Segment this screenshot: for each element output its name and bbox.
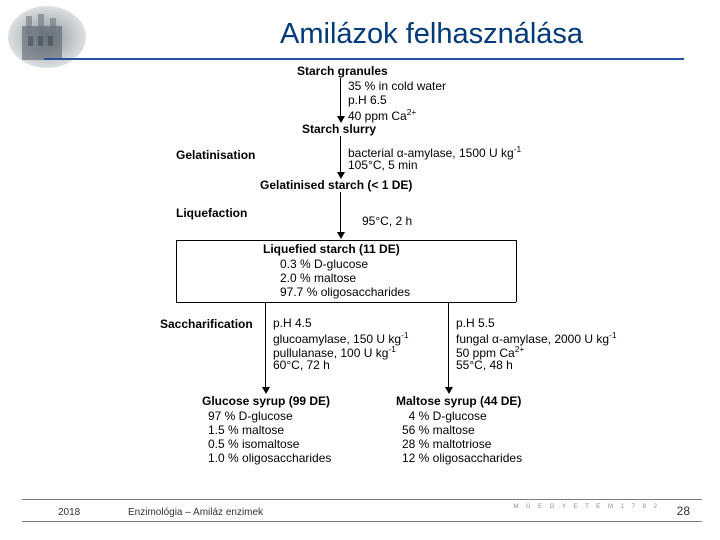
stage-liquefaction: Liquefaction — [176, 206, 247, 221]
cond: p.H 5.5 — [456, 316, 495, 331]
cond: 35 % in cold water — [348, 79, 446, 94]
sup: -1 — [514, 144, 521, 154]
line — [516, 240, 517, 302]
arrow — [340, 136, 341, 172]
page-number: 28 — [677, 504, 690, 518]
stage-gelatinisation: Gelatinisation — [176, 148, 255, 163]
label-glucose-syrup: Glucose syrup (99 DE) — [202, 394, 330, 409]
arrow — [340, 192, 341, 232]
comp: 1.0 % oligosaccharides — [208, 451, 331, 466]
slide-title: Amilázok felhasználása — [280, 18, 583, 51]
sup: 2+ — [407, 107, 417, 117]
footer-line — [22, 499, 702, 500]
arrowhead — [262, 387, 270, 394]
footer-year: 2018 — [58, 507, 80, 518]
arrow — [448, 303, 449, 387]
footer-line — [22, 521, 702, 522]
cond: 105°C, 5 min — [348, 158, 418, 173]
t: 40 ppm Ca — [348, 109, 407, 123]
label-starch-slurry: Starch slurry — [302, 122, 376, 137]
comp: 12 % oligosaccharides — [402, 451, 522, 466]
cond: 60°C, 72 h — [273, 358, 330, 373]
university-mark: M Ű E G Y E T E M 1 7 8 2 — [513, 504, 660, 510]
comp: 0.3 % D-glucose — [280, 257, 368, 272]
comp: 97.7 % oligosaccharides — [280, 285, 410, 300]
cond: 55°C, 48 h — [456, 358, 513, 373]
arrow — [265, 303, 266, 387]
sup: -1 — [388, 344, 395, 354]
line — [176, 302, 516, 303]
cond: 95°C, 2 h — [362, 214, 412, 229]
comp: 4 % D-glucose — [402, 409, 487, 424]
comp: 0.5 % isomaltose — [208, 437, 299, 452]
label-gel-starch: Gelatinised starch (< 1 DE) — [260, 178, 412, 193]
comp: 97 % D-glucose — [208, 409, 293, 424]
label-starch-granules: Starch granules — [297, 64, 388, 79]
comp: 28 % maltotriose — [402, 437, 491, 452]
arrowhead — [445, 387, 453, 394]
label-liq-starch: Liquefied starch (11 DE) — [263, 242, 400, 257]
footer-text: Enzimológia – Amiláz enzimek — [128, 507, 263, 518]
arrowhead — [337, 232, 345, 239]
sup: 2+ — [515, 344, 525, 354]
title-underline — [44, 58, 684, 60]
arrow — [340, 78, 341, 116]
comp: 2.0 % maltose — [280, 271, 356, 286]
label-maltose-syrup: Maltose syrup (44 DE) — [396, 394, 521, 409]
comp: 56 % maltose — [402, 423, 475, 438]
sup: -1 — [609, 330, 616, 340]
process-diagram: Starch granules 35 % in cold water p.H 6… — [130, 64, 650, 494]
stage-saccharification: Saccharification — [160, 317, 253, 332]
line — [176, 240, 516, 241]
sup: -1 — [401, 330, 408, 340]
cond: p.H 6.5 — [348, 93, 387, 108]
line — [176, 240, 177, 302]
cond: p.H 4.5 — [273, 316, 312, 331]
comp: 1.5 % maltose — [208, 423, 284, 438]
